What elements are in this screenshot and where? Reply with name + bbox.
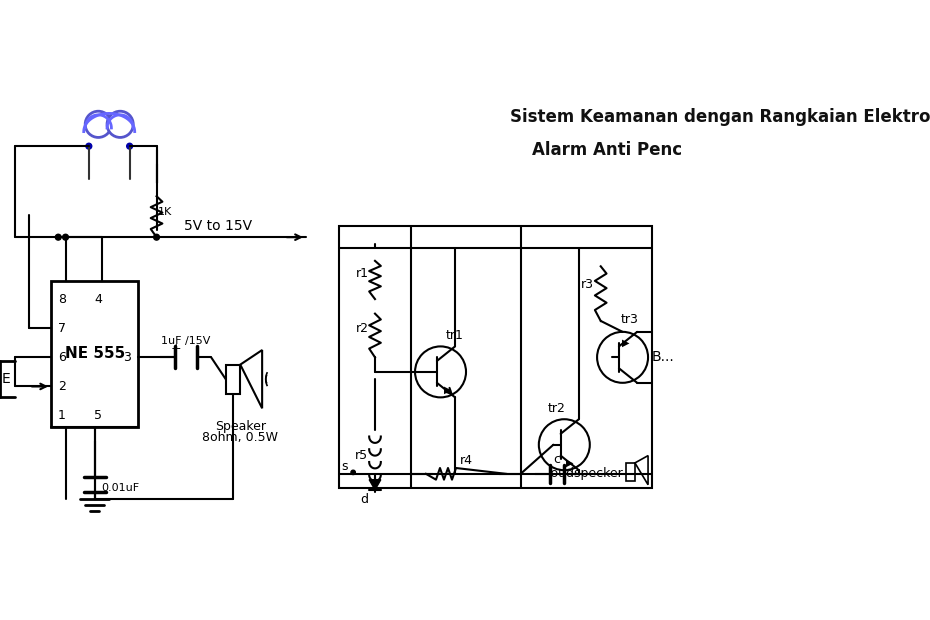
Text: 8: 8 bbox=[58, 293, 66, 306]
Circle shape bbox=[126, 143, 132, 149]
Text: Speaker: Speaker bbox=[215, 420, 266, 433]
Circle shape bbox=[351, 470, 355, 474]
Text: tr2: tr2 bbox=[548, 402, 566, 415]
Text: NE 555: NE 555 bbox=[64, 346, 125, 361]
Text: s: s bbox=[341, 460, 348, 473]
Text: B...: B... bbox=[651, 350, 674, 365]
Circle shape bbox=[62, 234, 69, 240]
Text: 6: 6 bbox=[58, 351, 66, 364]
Circle shape bbox=[56, 234, 61, 240]
Text: c: c bbox=[553, 453, 561, 466]
Polygon shape bbox=[369, 480, 380, 490]
Text: ▶: ▶ bbox=[566, 458, 574, 468]
Text: r5: r5 bbox=[355, 449, 368, 462]
Circle shape bbox=[153, 234, 159, 240]
Text: 8ohm, 0.5W: 8ohm, 0.5W bbox=[203, 431, 278, 444]
Bar bbox=[626, 463, 635, 481]
Text: d: d bbox=[360, 493, 368, 506]
Polygon shape bbox=[240, 350, 262, 409]
Text: r1: r1 bbox=[355, 267, 368, 280]
Circle shape bbox=[538, 419, 590, 470]
Text: r4: r4 bbox=[459, 454, 472, 467]
Circle shape bbox=[597, 332, 648, 383]
Text: 5: 5 bbox=[94, 409, 102, 422]
Text: 5V to 15V: 5V to 15V bbox=[184, 219, 253, 233]
Bar bbox=[51, 281, 139, 427]
Circle shape bbox=[415, 347, 466, 397]
Text: 1K: 1K bbox=[158, 206, 172, 217]
Polygon shape bbox=[635, 456, 648, 485]
Text: Alarm Anti Penc: Alarm Anti Penc bbox=[532, 141, 682, 159]
Text: E: E bbox=[2, 372, 10, 386]
Text: 3: 3 bbox=[124, 351, 131, 364]
Text: 1uF /15V: 1uF /15V bbox=[161, 336, 210, 347]
Text: +: + bbox=[171, 342, 181, 355]
Text: 2: 2 bbox=[58, 380, 66, 393]
Text: 0.01uF: 0.01uF bbox=[101, 484, 140, 494]
Bar bbox=[226, 365, 240, 394]
Circle shape bbox=[86, 143, 92, 149]
Circle shape bbox=[107, 111, 133, 138]
Text: loudspecker: loudspecker bbox=[549, 467, 624, 481]
Text: 7: 7 bbox=[58, 322, 66, 335]
Text: tr3: tr3 bbox=[621, 313, 639, 326]
Text: 4: 4 bbox=[94, 293, 102, 306]
Text: Sistem Keamanan dengan Rangkaian Elektron: Sistem Keamanan dengan Rangkaian Elektro… bbox=[510, 108, 930, 126]
Text: r3: r3 bbox=[581, 278, 594, 291]
Text: tr1: tr1 bbox=[446, 329, 464, 342]
Text: ▶: ▶ bbox=[444, 385, 452, 395]
Text: r2: r2 bbox=[355, 322, 368, 335]
Text: ▶: ▶ bbox=[622, 338, 630, 348]
Bar bbox=[339, 226, 652, 489]
Text: 1: 1 bbox=[58, 409, 66, 422]
Circle shape bbox=[86, 111, 112, 138]
